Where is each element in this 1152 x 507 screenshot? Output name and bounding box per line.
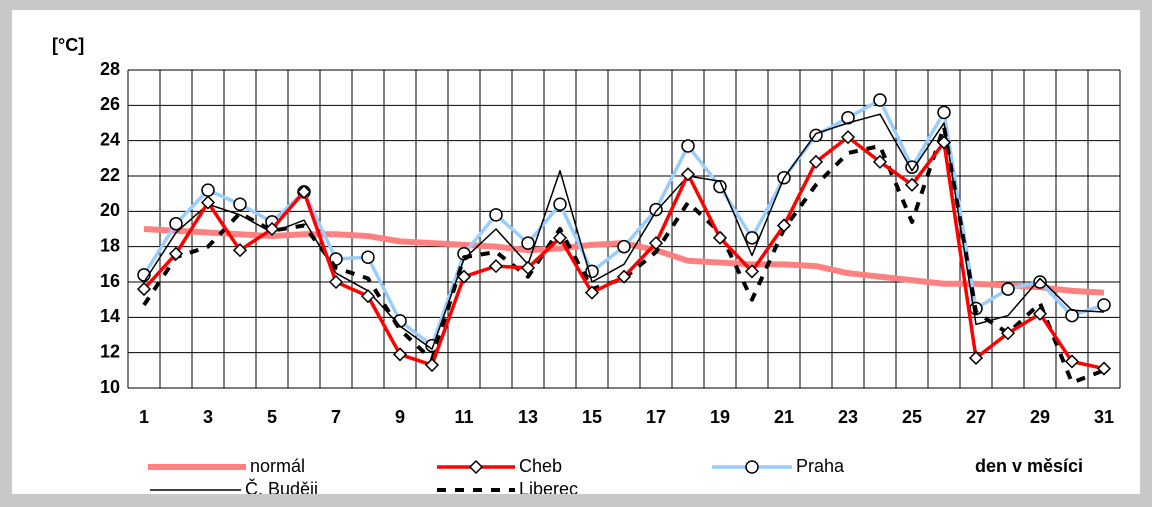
marker <box>424 357 440 373</box>
y-tick-label: 24 <box>100 129 120 149</box>
marker <box>968 350 984 366</box>
marker <box>649 202 663 217</box>
x-tick-label: 1 <box>139 407 149 427</box>
marker <box>872 154 888 169</box>
legend-label: Praha <box>796 456 845 476</box>
x-tick-label: 29 <box>1030 407 1050 427</box>
marker <box>360 289 376 304</box>
y-tick-label: 22 <box>100 165 120 185</box>
series-line <box>142 124 1105 385</box>
marker <box>808 154 824 169</box>
legend-label: Cheb <box>519 456 562 476</box>
marker <box>521 236 535 250</box>
marker <box>584 285 600 300</box>
marker <box>468 459 484 475</box>
marker <box>616 269 632 284</box>
marker <box>1097 298 1111 312</box>
x-tick-label: 11 <box>454 407 473 427</box>
marker <box>904 177 920 192</box>
x-tick-label: 21 <box>774 407 794 427</box>
x-tick-label: 15 <box>582 407 602 427</box>
marker <box>936 135 952 150</box>
x-tick-label: 3 <box>203 407 213 427</box>
marker <box>328 274 344 290</box>
marker <box>1032 306 1048 321</box>
marker <box>201 183 215 197</box>
x-tick-label: 27 <box>966 407 986 427</box>
marker <box>1001 282 1015 296</box>
marker <box>1064 354 1080 369</box>
y-tick-label: 12 <box>100 341 120 361</box>
marker <box>1033 275 1047 289</box>
y-tick-label: 16 <box>100 271 120 291</box>
y-axis-label: [°C] <box>52 35 84 55</box>
x-tick-label: 19 <box>710 407 730 427</box>
x-axis-label: den v měsíci <box>975 456 1083 476</box>
marker <box>873 93 887 107</box>
marker <box>200 195 216 210</box>
marker <box>840 130 856 145</box>
marker <box>296 184 312 199</box>
marker <box>585 264 599 279</box>
marker <box>168 246 184 261</box>
marker <box>745 460 759 474</box>
x-tick-label: 9 <box>395 407 405 427</box>
marker <box>937 105 951 120</box>
marker <box>264 221 280 237</box>
marker <box>617 239 631 254</box>
y-tick-label: 14 <box>100 306 120 326</box>
legend-label: normál <box>250 456 305 476</box>
legend-label: Liberec <box>519 479 578 499</box>
marker <box>553 197 567 212</box>
marker <box>552 230 568 245</box>
marker <box>1065 308 1079 323</box>
marker <box>361 250 375 265</box>
x-tick-label: 31 <box>1094 407 1114 427</box>
y-tick-label: 18 <box>100 235 120 255</box>
legend-label: Č. Buději <box>245 478 318 499</box>
marker <box>392 347 408 362</box>
y-tick-label: 26 <box>100 94 120 114</box>
series-line <box>143 113 1105 350</box>
marker <box>744 264 760 279</box>
y-tick-label: 28 <box>100 59 120 79</box>
marker <box>169 216 183 231</box>
x-tick-label: 13 <box>518 407 538 427</box>
marker <box>776 218 792 233</box>
y-tick-label: 10 <box>100 377 120 397</box>
x-tick-label: 17 <box>646 407 666 427</box>
x-tick-label: 25 <box>902 407 922 427</box>
marker <box>136 282 152 297</box>
marker <box>233 197 247 212</box>
marker <box>232 243 248 258</box>
y-tick-label: 20 <box>100 200 120 220</box>
marker <box>489 208 503 222</box>
marker <box>520 260 536 275</box>
x-tick-label: 23 <box>838 407 858 427</box>
marker <box>1000 326 1016 341</box>
marker <box>681 139 695 153</box>
marker <box>712 230 728 245</box>
marker <box>745 231 759 245</box>
marker <box>456 269 472 284</box>
x-tick-label: 7 <box>331 407 341 427</box>
marker <box>648 236 664 251</box>
x-tick-label: 5 <box>267 407 277 427</box>
marker <box>488 259 504 274</box>
marker <box>680 167 696 182</box>
marker <box>1096 361 1112 376</box>
